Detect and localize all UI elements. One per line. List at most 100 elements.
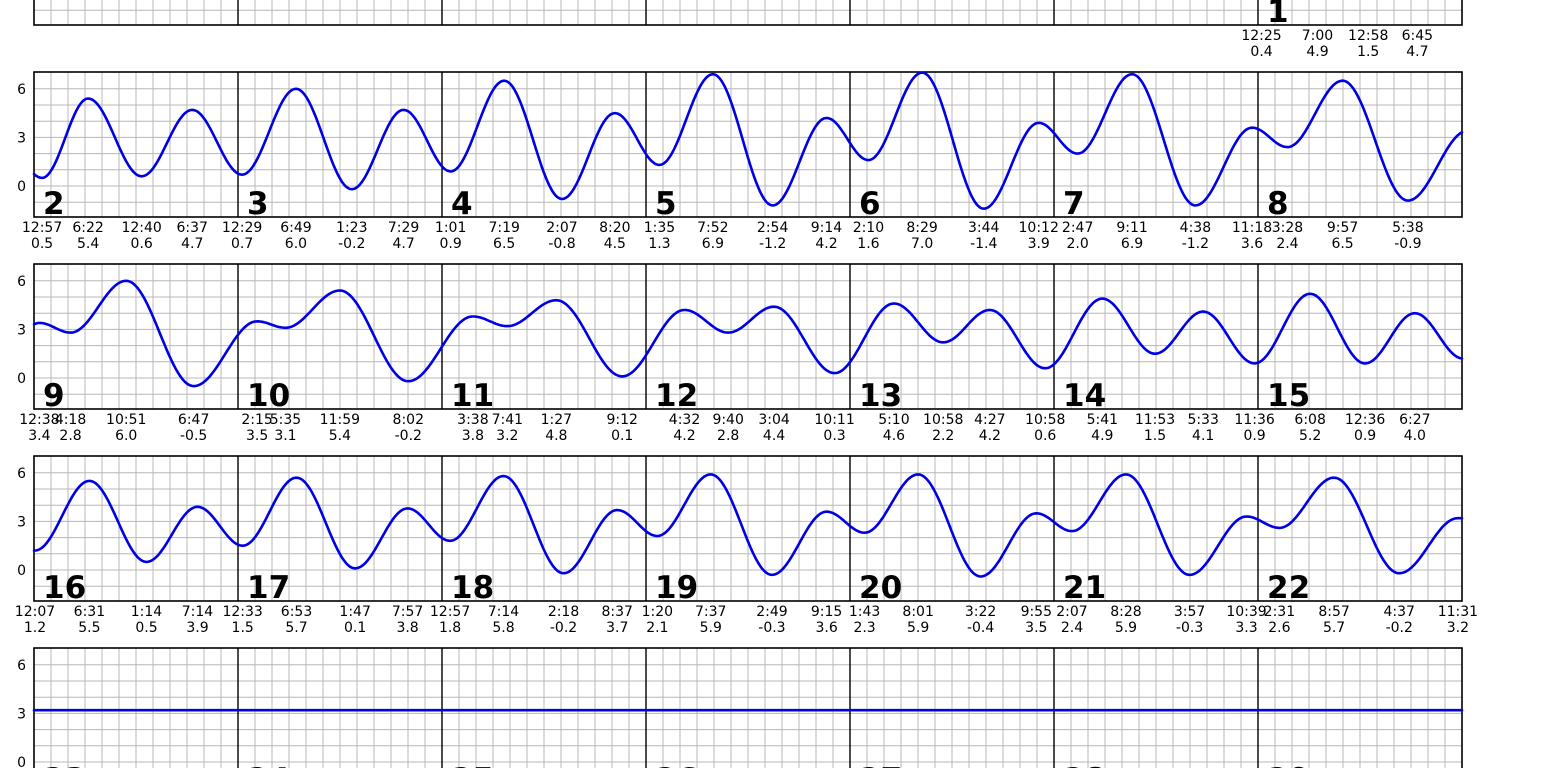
- event-height: 4.0: [1404, 428, 1426, 444]
- event-time: 6:45: [1402, 28, 1433, 44]
- day-number: 29: [1267, 762, 1310, 768]
- event-time: 2:18: [548, 604, 579, 620]
- event-height: 4.6: [883, 428, 905, 444]
- event-height: 2.6: [1268, 620, 1290, 636]
- week-row-grid: [33, 71, 1463, 218]
- day-number: 25: [451, 762, 494, 768]
- event-height: 0.6: [1034, 428, 1056, 444]
- event-height: 5.4: [77, 236, 99, 252]
- event-height: 4.5: [604, 236, 626, 252]
- event-time: 7:52: [697, 220, 728, 236]
- event-time: 2:31: [1264, 604, 1295, 620]
- week-frame: [33, 455, 1463, 602]
- event-height: 1.6: [857, 236, 879, 252]
- event-time: 3:22: [965, 604, 996, 620]
- day-number: 21: [1063, 570, 1106, 606]
- event-time: 12:57: [430, 604, 470, 620]
- day-number: 2: [43, 186, 65, 222]
- event-height: 0.9: [440, 236, 462, 252]
- event-height: -0.5: [180, 428, 207, 444]
- event-height: 4.4: [763, 428, 785, 444]
- event-time: 2:54: [757, 220, 789, 236]
- event-time: 4:38: [1180, 220, 1211, 236]
- day-number: 8: [1267, 186, 1289, 222]
- event-height: 2.3: [853, 620, 875, 636]
- day-number: 19: [655, 570, 698, 606]
- event-height: 6.9: [1121, 236, 1143, 252]
- event-time: 9:15: [811, 604, 842, 620]
- event-time: 6:31: [74, 604, 105, 620]
- event-height: 0.5: [135, 620, 157, 636]
- week-frame: [33, 647, 1463, 768]
- event-time: 12:58: [1348, 28, 1388, 44]
- event-time: 10:12: [1019, 220, 1059, 236]
- event-time: 2:47: [1062, 220, 1093, 236]
- event-time: 5:41: [1087, 412, 1118, 428]
- event-height: 1.5: [1357, 44, 1379, 60]
- event-height: 5.9: [700, 620, 722, 636]
- event-height: 4.2: [673, 428, 695, 444]
- event-height: 0.4: [1250, 44, 1272, 60]
- event-height: 5.9: [1115, 620, 1137, 636]
- tide-curve: [32, 473, 1464, 578]
- week-frame: [33, 71, 1463, 218]
- event-time: 2:07: [546, 220, 577, 236]
- event-time: 8:57: [1318, 604, 1349, 620]
- event-time: 12:40: [121, 220, 161, 236]
- event-height: 1.5: [232, 620, 254, 636]
- day-number: 7: [1063, 186, 1085, 222]
- event-time: 1:14: [131, 604, 163, 620]
- day-number: 5: [655, 186, 677, 222]
- event-time: 8:20: [599, 220, 630, 236]
- event-time: 1:43: [849, 604, 880, 620]
- event-time: 6:22: [72, 220, 103, 236]
- event-height: 6.0: [115, 428, 137, 444]
- event-time: 12:57: [22, 220, 62, 236]
- event-height: 6.5: [493, 236, 515, 252]
- day-number: 18: [451, 570, 494, 606]
- event-height: 2.2: [932, 428, 954, 444]
- event-time: 6:53: [281, 604, 312, 620]
- event-time: 12:29: [222, 220, 262, 236]
- tide-curve: [32, 279, 1464, 388]
- event-height: 4.7: [392, 236, 414, 252]
- event-time: 9:57: [1327, 220, 1358, 236]
- day-number: 20: [859, 570, 902, 606]
- event-height: 0.9: [1243, 428, 1265, 444]
- event-time: 8:37: [602, 604, 633, 620]
- day-number: 15: [1267, 378, 1310, 414]
- event-time: 7:41: [492, 412, 523, 428]
- day-number: 6: [859, 186, 881, 222]
- day-number: 14: [1063, 378, 1106, 414]
- event-time: 10:51: [106, 412, 146, 428]
- event-height: -0.2: [338, 236, 365, 252]
- event-time: 7:00: [1302, 28, 1333, 44]
- event-height: 3.7: [606, 620, 628, 636]
- event-time: 9:12: [606, 412, 637, 428]
- event-height: 1.3: [648, 236, 670, 252]
- day-number: 26: [655, 762, 698, 768]
- event-height: 3.9: [186, 620, 208, 636]
- event-time: 7:57: [392, 604, 423, 620]
- y-tick-label: 6: [17, 466, 26, 482]
- event-height: 2.1: [646, 620, 668, 636]
- event-time: 10:11: [814, 412, 854, 428]
- event-height: 4.1: [1192, 428, 1214, 444]
- y-tick-label: 6: [17, 274, 26, 290]
- event-height: 3.1: [274, 428, 296, 444]
- day-number: 22: [1267, 570, 1310, 606]
- event-height: 0.5: [31, 236, 53, 252]
- curves-layer: [32, 71, 1464, 712]
- event-time: 7:14: [488, 604, 520, 620]
- event-time: 1:20: [642, 604, 673, 620]
- event-time: 10:58: [923, 412, 963, 428]
- event-time: 7:14: [182, 604, 214, 620]
- y-tick-label: 0: [17, 563, 26, 579]
- day-number: 4: [451, 186, 473, 222]
- event-time: 11:18: [1232, 220, 1272, 236]
- event-time: 6:37: [177, 220, 208, 236]
- event-height: 5.7: [285, 620, 307, 636]
- week-row-grid: [33, 263, 1463, 410]
- event-height: -1.2: [759, 236, 786, 252]
